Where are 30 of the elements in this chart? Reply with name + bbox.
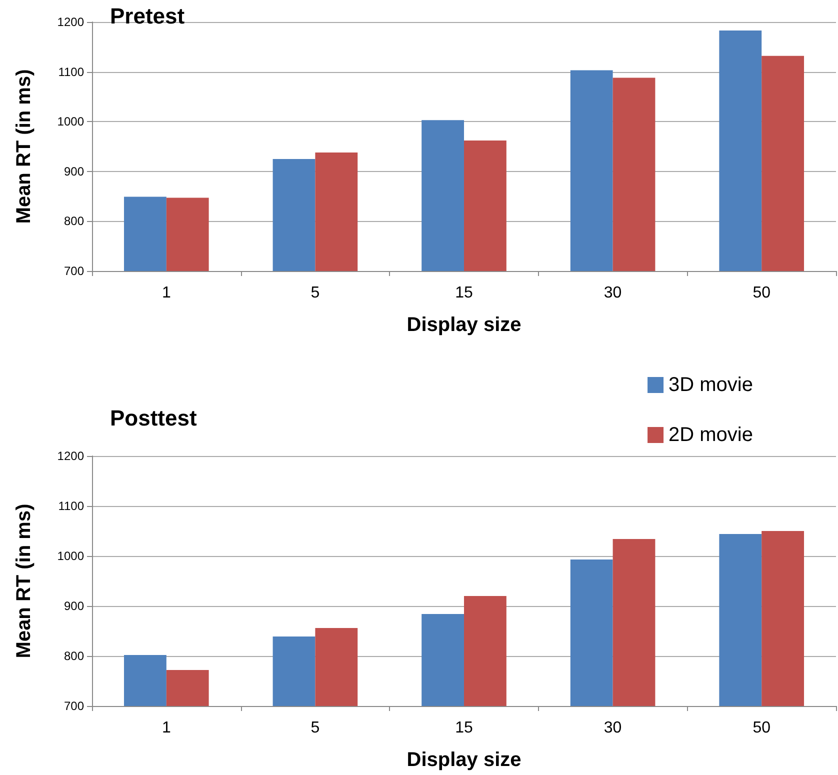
y-tick-label: 1000 bbox=[57, 114, 84, 129]
x-tick-label: 5 bbox=[310, 720, 320, 736]
x-tick-label: 50 bbox=[752, 284, 771, 302]
x-tick-label: 15 bbox=[455, 720, 473, 736]
x-tick-label: 50 bbox=[752, 720, 771, 736]
y-tick-label: 800 bbox=[64, 649, 84, 663]
x-axis-title: Display size bbox=[406, 749, 522, 771]
y-axis-title: Mean RT (in ms) bbox=[13, 504, 35, 658]
y-tick-label: 1000 bbox=[57, 549, 84, 563]
x-tick-label: 1 bbox=[162, 720, 171, 736]
y-axis-title: Mean RT (in ms) bbox=[13, 69, 35, 224]
y-tick-label: 900 bbox=[64, 164, 84, 178]
x-tick-label: 30 bbox=[604, 720, 622, 736]
x-tick-label: 15 bbox=[455, 284, 473, 302]
y-tick-label: 1100 bbox=[58, 64, 84, 79]
x-axis-title: Display size bbox=[406, 314, 522, 336]
y-tick-label: 800 bbox=[64, 214, 84, 228]
y-tick-label: 700 bbox=[64, 699, 84, 713]
legend-label: 2D movie bbox=[668, 424, 754, 446]
legend-label: 3D movie bbox=[668, 374, 754, 396]
y-tick-label: 1200 bbox=[57, 15, 84, 29]
x-tick-label: 30 bbox=[604, 284, 622, 302]
y-tick-label: 900 bbox=[64, 599, 84, 613]
y-tick-label: 1100 bbox=[58, 499, 84, 513]
y-tick-label: 1200 bbox=[57, 449, 84, 463]
y-tick-label: 700 bbox=[64, 264, 84, 278]
x-tick-label: 5 bbox=[310, 284, 320, 302]
chart-title: Posttest bbox=[110, 406, 198, 430]
x-tick-label: 1 bbox=[162, 284, 171, 302]
chart-title: Pretest bbox=[110, 4, 186, 28]
